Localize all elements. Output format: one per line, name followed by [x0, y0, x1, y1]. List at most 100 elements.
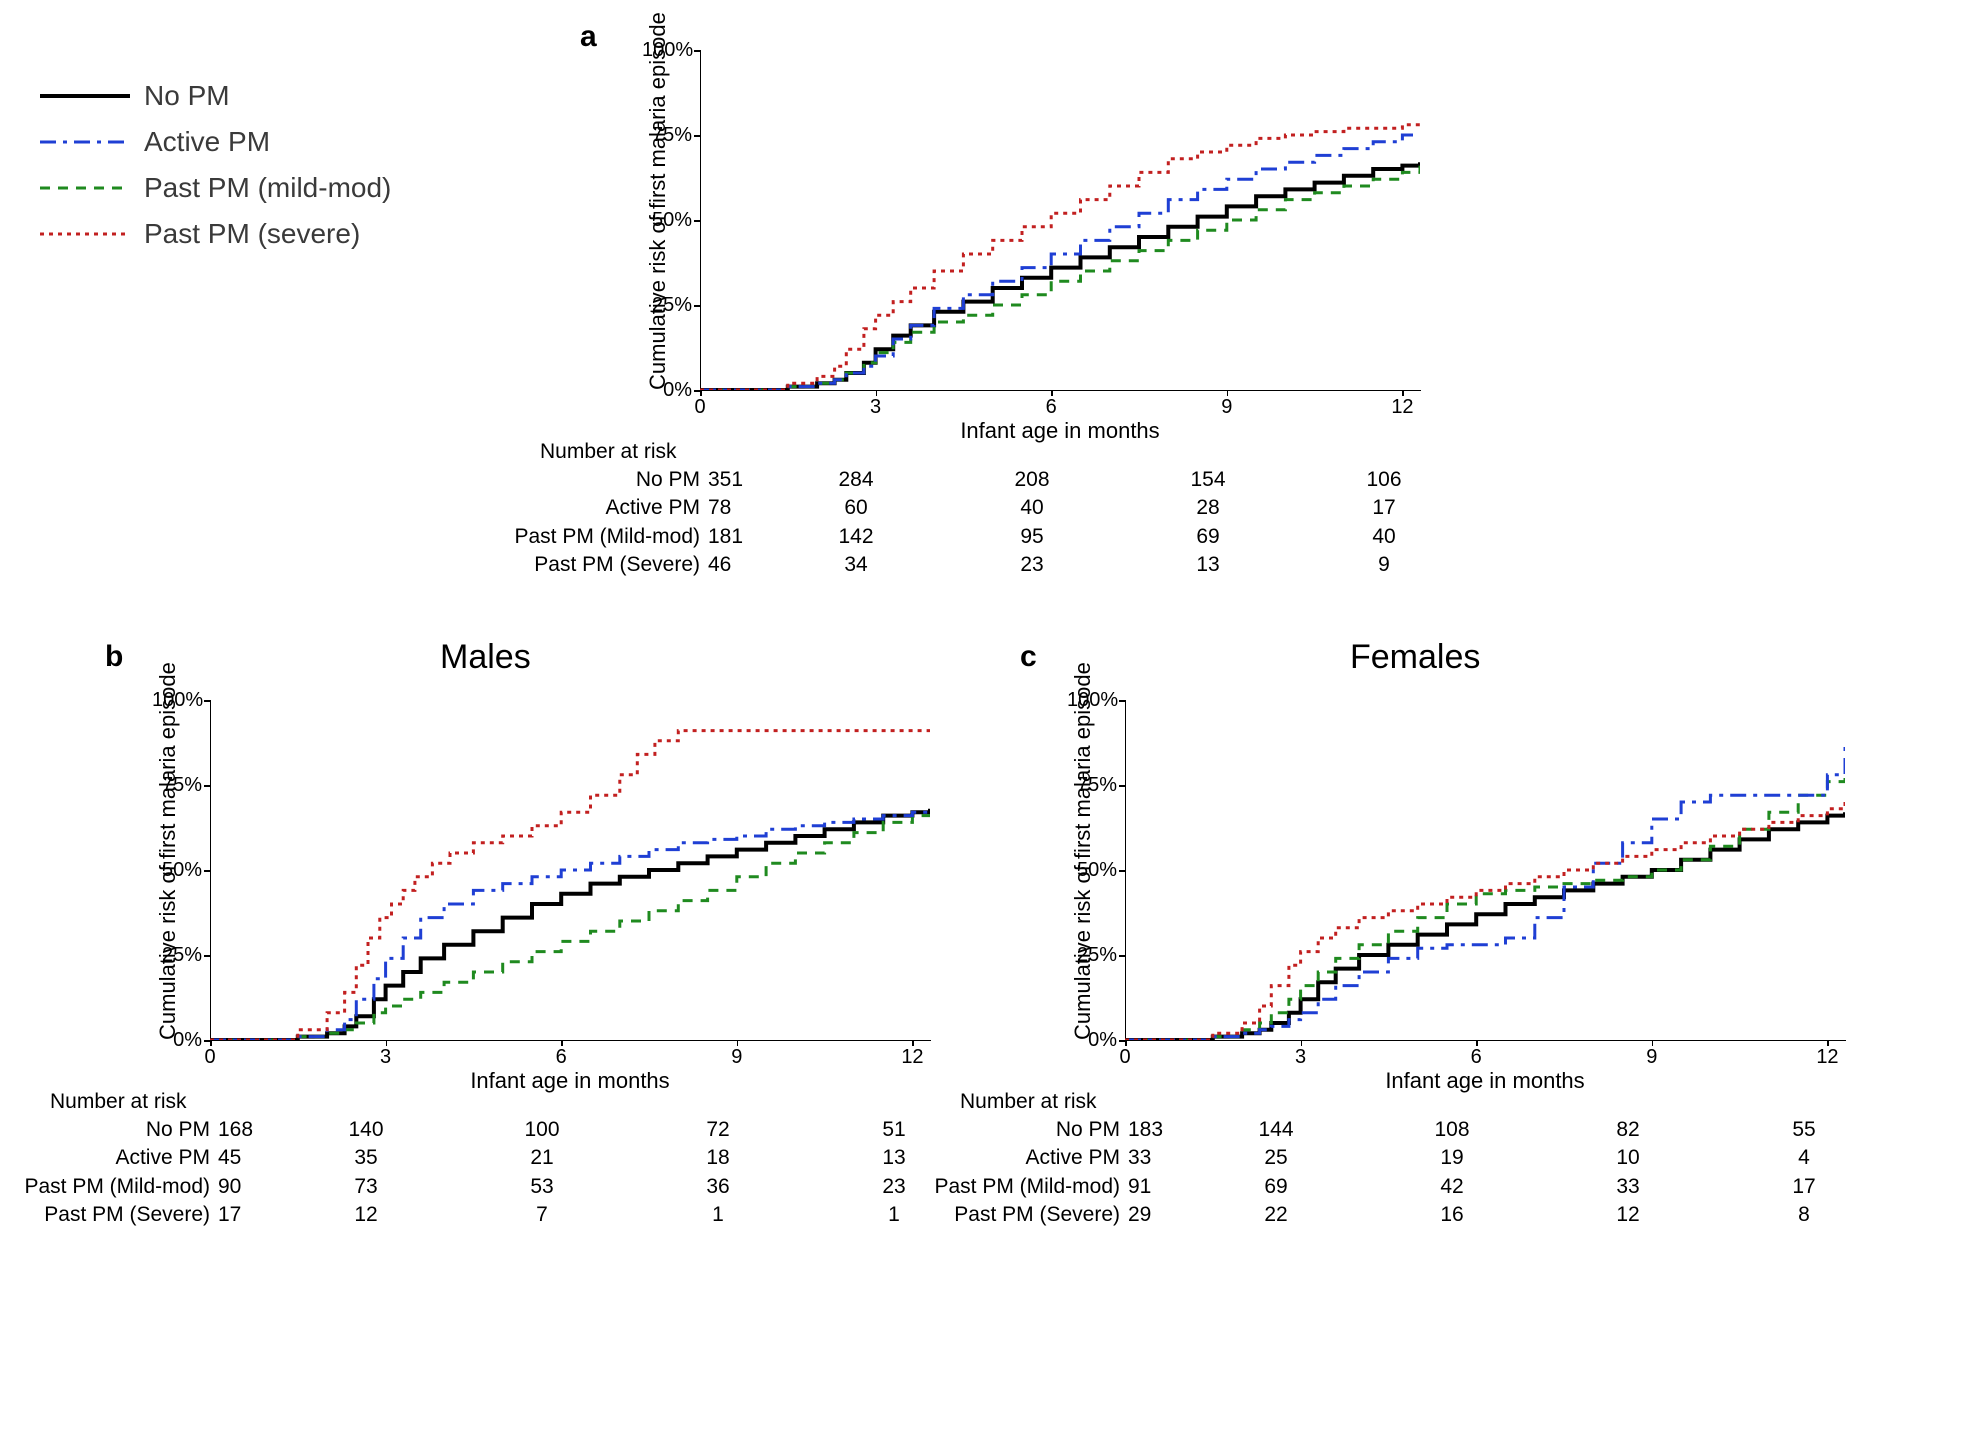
line-swatch-no-pm — [40, 86, 130, 106]
x-tick-label: 9 — [717, 1046, 757, 1069]
risk-cell: 33 — [1128, 1144, 1188, 1172]
y-tick-label: 100% — [152, 689, 202, 712]
risk-row-label: Past PM (Severe) — [0, 1201, 218, 1229]
risk-table-row: No PM1831441088255 — [910, 1116, 1892, 1144]
risk-cell: 17 — [1296, 494, 1472, 522]
risk-cell: 55 — [1716, 1116, 1892, 1144]
risk-cell: 72 — [630, 1116, 806, 1144]
risk-cell: 29 — [1128, 1201, 1188, 1229]
risk-cell: 82 — [1540, 1116, 1716, 1144]
x-tick-label: 0 — [1105, 1046, 1145, 1069]
curve-past-severe — [700, 125, 1420, 390]
risk-cell: 12 — [1540, 1201, 1716, 1229]
legend-item-past-severe: Past PM (severe) — [40, 218, 420, 250]
risk-row-label: Past PM (Severe) — [910, 1201, 1128, 1229]
risk-cell: 142 — [768, 523, 944, 551]
risk-cell: 36 — [630, 1173, 806, 1201]
y-tick-label: 50% — [1067, 859, 1117, 882]
risk-cell: 42 — [1364, 1173, 1540, 1201]
risk-cell: 73 — [278, 1173, 454, 1201]
curve-active-pm — [700, 135, 1420, 390]
curve-past-mild — [210, 812, 930, 1040]
risk-cell: 10 — [1540, 1144, 1716, 1172]
risk-table: Number at riskNo PM1831441088255Active P… — [910, 1090, 1892, 1229]
risk-cell: 154 — [1120, 466, 1296, 494]
x-tick-label: 9 — [1632, 1046, 1672, 1069]
x-tick-label: 0 — [190, 1046, 230, 1069]
risk-cell: 4 — [1716, 1144, 1892, 1172]
x-tick-label: 3 — [856, 396, 896, 419]
risk-table-row: Active PM7860402817 — [470, 494, 1472, 522]
risk-cell: 16 — [1364, 1201, 1540, 1229]
risk-cell: 13 — [1120, 551, 1296, 579]
risk-cell: 7 — [454, 1201, 630, 1229]
y-tick-label: 50% — [642, 209, 692, 232]
curve-past-severe — [210, 731, 930, 1040]
risk-cell: 22 — [1188, 1201, 1364, 1229]
legend-label: Past PM (mild-mod) — [144, 172, 391, 204]
risk-cell: 40 — [944, 494, 1120, 522]
legend-item-active-pm: Active PM — [40, 126, 420, 158]
y-tick-label: 25% — [152, 944, 202, 967]
risk-cell: 9 — [1296, 551, 1472, 579]
risk-cell: 90 — [218, 1173, 278, 1201]
risk-cell: 168 — [218, 1116, 278, 1144]
risk-cell: 19 — [1364, 1144, 1540, 1172]
panel-title-females: Females — [1350, 638, 1480, 677]
risk-row-label: Past PM (Severe) — [470, 551, 708, 579]
risk-table-row: Active PM4535211813 — [0, 1144, 982, 1172]
risk-table-title: Number at risk — [470, 440, 1472, 464]
risk-cell: 208 — [944, 466, 1120, 494]
risk-cell: 95 — [944, 523, 1120, 551]
risk-cell: 60 — [768, 494, 944, 522]
panel-title-males: Males — [440, 638, 531, 677]
risk-row-label: No PM — [470, 466, 708, 494]
risk-table: Number at riskNo PM1681401007251Active P… — [0, 1090, 982, 1229]
risk-cell: 33 — [1540, 1173, 1716, 1201]
x-tick-label: 9 — [1207, 396, 1247, 419]
risk-cell: 1 — [630, 1201, 806, 1229]
risk-row-label: Past PM (Mild-mod) — [910, 1173, 1128, 1201]
legend-item-past-mild: Past PM (mild-mod) — [40, 172, 420, 204]
y-tick-label: 75% — [152, 774, 202, 797]
panel-label-c: c — [1020, 640, 1037, 674]
risk-cell: 69 — [1120, 523, 1296, 551]
risk-table-row: Active PM332519104 — [910, 1144, 1892, 1172]
risk-table-row: No PM351284208154106 — [470, 466, 1472, 494]
x-tick-label: 12 — [1807, 1046, 1847, 1069]
legend-label: No PM — [144, 80, 230, 112]
legend-item-no-pm: No PM — [40, 80, 420, 112]
panel-label-b: b — [105, 640, 123, 674]
y-tick-label: 100% — [1067, 689, 1117, 712]
risk-cell: 284 — [768, 466, 944, 494]
risk-cell: 78 — [708, 494, 768, 522]
risk-cell: 25 — [1188, 1144, 1364, 1172]
x-tick-label: 12 — [892, 1046, 932, 1069]
risk-cell: 181 — [708, 523, 768, 551]
risk-cell: 21 — [454, 1144, 630, 1172]
curve-no-pm — [700, 162, 1420, 390]
risk-cell: 91 — [1128, 1173, 1188, 1201]
risk-table-row: Past PM (Severe)292216128 — [910, 1201, 1892, 1229]
risk-table: Number at riskNo PM351284208154106Active… — [470, 440, 1472, 579]
risk-cell: 45 — [218, 1144, 278, 1172]
risk-table-title: Number at risk — [910, 1090, 1892, 1114]
risk-table-row: Past PM (Mild-mod)181142956940 — [470, 523, 1472, 551]
risk-cell: 100 — [454, 1116, 630, 1144]
line-swatch-past-severe — [40, 224, 130, 244]
risk-cell: 12 — [278, 1201, 454, 1229]
risk-cell: 23 — [944, 551, 1120, 579]
risk-row-label: Past PM (Mild-mod) — [0, 1173, 218, 1201]
risk-cell: 40 — [1296, 523, 1472, 551]
figure-container: No PM Active PM Past PM (mild-mod) Past … — [20, 20, 1940, 1420]
x-tick-label: 3 — [1281, 1046, 1321, 1069]
risk-table-row: Past PM (Severe)1712711 — [0, 1201, 982, 1229]
risk-cell: 144 — [1188, 1116, 1364, 1144]
y-tick-label: 75% — [642, 124, 692, 147]
risk-cell: 17 — [218, 1201, 278, 1229]
risk-cell: 69 — [1188, 1173, 1364, 1201]
risk-cell: 183 — [1128, 1116, 1188, 1144]
x-tick-label: 0 — [680, 396, 720, 419]
risk-row-label: No PM — [0, 1116, 218, 1144]
curve-active-pm — [210, 809, 930, 1040]
